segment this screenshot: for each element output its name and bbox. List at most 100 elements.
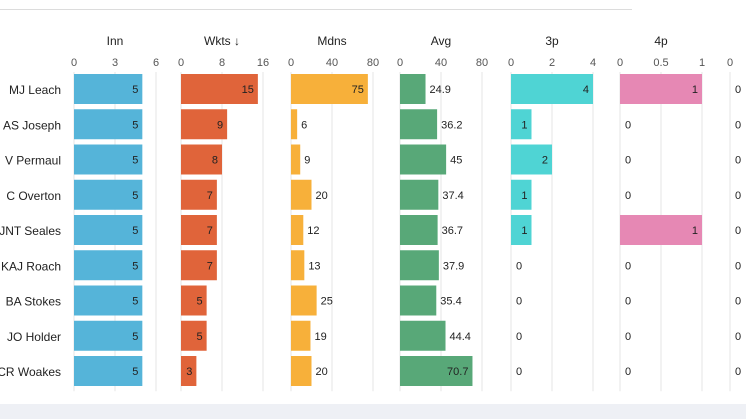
bar xyxy=(74,320,143,351)
bar xyxy=(291,215,304,245)
bar xyxy=(400,144,447,175)
bar xyxy=(620,215,702,245)
tick-label: 0 xyxy=(508,57,514,69)
data-label: 5 xyxy=(132,119,138,131)
bar xyxy=(291,285,317,316)
bar xyxy=(181,285,207,316)
row-label: MJ Leach xyxy=(9,83,61,97)
bar xyxy=(400,285,437,316)
bar xyxy=(400,320,446,351)
bar xyxy=(181,179,217,210)
bar xyxy=(620,74,702,104)
tick-label: 2 xyxy=(549,57,555,69)
data-label: 5 xyxy=(197,296,203,308)
data-label: 0 xyxy=(625,331,631,343)
bar xyxy=(181,144,222,175)
data-label: 0 xyxy=(516,366,522,378)
data-label: 75 xyxy=(352,84,364,96)
row-label: BA Stokes xyxy=(6,295,61,309)
bar xyxy=(291,109,298,140)
tick-label: 0 xyxy=(397,57,403,69)
tick-label: 0 xyxy=(178,57,184,69)
data-label: 44.4 xyxy=(450,331,471,343)
data-label: 19 xyxy=(314,331,326,343)
data-label: 0 xyxy=(516,331,522,343)
data-label: 1 xyxy=(521,190,527,202)
data-label: 0 xyxy=(625,296,631,308)
data-label: 6 xyxy=(301,119,307,131)
tick-label: 0 xyxy=(288,57,294,69)
data-label: 1 xyxy=(692,225,698,237)
data-label: 5 xyxy=(132,225,138,237)
bar xyxy=(400,179,439,210)
data-label: 7 xyxy=(207,190,213,202)
header-divider xyxy=(0,9,632,10)
bar xyxy=(400,109,438,140)
data-label: 0 xyxy=(735,155,741,167)
data-label: 25 xyxy=(321,296,333,308)
data-label: 12 xyxy=(307,225,319,237)
tick-label: 0 xyxy=(71,57,77,69)
data-label: 37.9 xyxy=(443,260,464,272)
tick-label: 6 xyxy=(153,57,159,69)
tick-label: 8 xyxy=(219,57,225,69)
bar xyxy=(74,109,143,140)
tick-label: 40 xyxy=(326,57,338,69)
data-label: 0 xyxy=(735,225,741,237)
data-label: 0 xyxy=(735,190,741,202)
data-label: 5 xyxy=(132,190,138,202)
column-header: Wkts ↓ xyxy=(204,34,240,48)
data-label: 0 xyxy=(516,296,522,308)
bar xyxy=(181,74,258,104)
data-label: 0 xyxy=(735,84,741,96)
column-header: Inn xyxy=(107,34,124,48)
bar xyxy=(511,215,532,245)
tick-label: 80 xyxy=(476,57,488,69)
bar xyxy=(511,109,532,140)
bar xyxy=(74,250,143,281)
column-header: 4p xyxy=(654,34,668,48)
data-label: 5 xyxy=(132,366,138,378)
bar xyxy=(74,215,143,245)
data-label: 36.2 xyxy=(441,119,462,131)
data-label: 20 xyxy=(316,366,328,378)
bar xyxy=(74,144,143,175)
bottom-scroll-area xyxy=(0,404,746,419)
data-label: 8 xyxy=(212,155,218,167)
bar xyxy=(291,250,305,281)
bar xyxy=(291,320,311,351)
data-label: 2 xyxy=(542,155,548,167)
tick-label: 40 xyxy=(435,57,447,69)
tick-label: 16 xyxy=(257,57,269,69)
data-label: 1 xyxy=(521,119,527,131)
bar xyxy=(511,144,552,175)
bar xyxy=(291,356,312,386)
data-label: 15 xyxy=(242,84,254,96)
column-header: Mdns xyxy=(317,34,346,48)
data-label: 24.9 xyxy=(430,84,451,96)
data-label: 35.4 xyxy=(440,296,461,308)
bar xyxy=(74,285,143,316)
data-label: 0 xyxy=(625,366,631,378)
data-label: 0 xyxy=(516,260,522,272)
bar xyxy=(400,74,426,104)
data-label: 0 xyxy=(625,260,631,272)
data-label: 1 xyxy=(692,84,698,96)
bar xyxy=(74,179,143,210)
data-label: 0 xyxy=(625,190,631,202)
data-label: 0 xyxy=(735,331,741,343)
tick-label: 4 xyxy=(590,57,596,69)
data-label: 9 xyxy=(217,119,223,131)
bar xyxy=(400,250,439,281)
data-label: 5 xyxy=(132,331,138,343)
bar xyxy=(291,74,368,104)
row-label: V Permaul xyxy=(5,154,61,168)
bar xyxy=(74,356,143,386)
data-label: 20 xyxy=(316,190,328,202)
data-label: 0 xyxy=(625,155,631,167)
data-label: 0 xyxy=(735,296,741,308)
bar xyxy=(511,179,532,210)
bar xyxy=(181,215,217,245)
bar xyxy=(181,320,207,351)
